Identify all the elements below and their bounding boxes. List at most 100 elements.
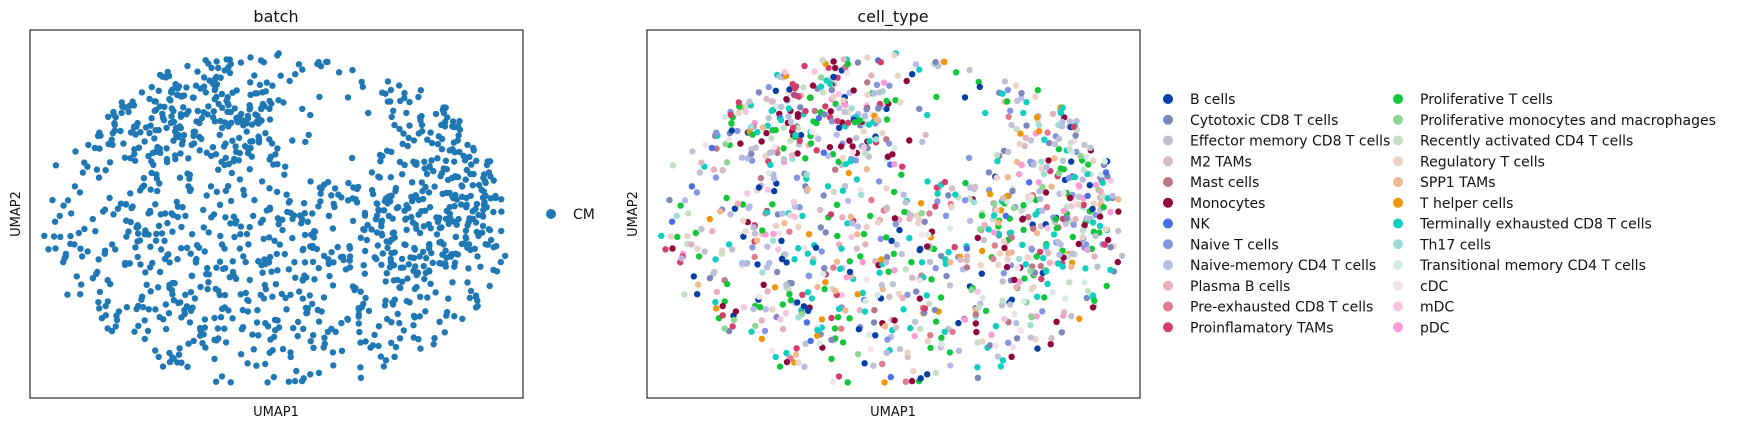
scatter-point-cm (376, 151, 384, 159)
scatter-point-cell-type (800, 303, 808, 310)
scatter-point-cm (308, 231, 315, 238)
scatter-point-cm (178, 314, 185, 321)
scatter-point-cm (161, 237, 168, 244)
scatter-point-cm (106, 194, 113, 202)
scatter-point-cell-type (1053, 224, 1061, 232)
scatter-point-cm (152, 237, 160, 244)
scatter-point-cm (255, 332, 262, 339)
scatter-point-cm (332, 328, 339, 335)
scatter-point-cell-type (1028, 193, 1035, 201)
scatter-point-cell-type (931, 306, 938, 314)
scatter-point-cm (317, 190, 324, 197)
scatter-point-cm (275, 221, 282, 228)
scatter-point-cell-type (750, 224, 757, 231)
scatter-point-cm (163, 145, 170, 152)
scatter-point-cm (433, 231, 441, 238)
scatter-point-cell-type (755, 184, 763, 191)
scatter-point-cm (388, 339, 395, 346)
scatter-point-cell-type (972, 183, 979, 191)
scatter-point-cm (52, 162, 60, 169)
scatter-point-cm (391, 121, 398, 129)
scatter-point-cm (272, 281, 280, 288)
scatter-point-cell-type (961, 94, 969, 101)
scatter-point-cell-type (1038, 158, 1045, 165)
scatter-point-cell-type (834, 314, 842, 321)
scatter-point-cm (291, 377, 299, 385)
scatter-point-cell-type (752, 144, 760, 151)
scatter-point-cell-type (1014, 264, 1021, 271)
scatter-point-cell-type (759, 269, 766, 276)
scatter-point-cm (138, 89, 146, 96)
scatter-point-cm (394, 276, 401, 284)
scatter-point-cell-type (1039, 183, 1046, 191)
scatter-point-cm (269, 82, 276, 89)
scatter-point-cell-type (755, 293, 763, 300)
scatter-point-cell-type (911, 332, 918, 340)
scatter-point-cell-type (1060, 189, 1067, 196)
scatter-point-cell-type (1049, 110, 1057, 118)
scatter-point-cell-type (828, 118, 836, 125)
scatter-point-cell-type (758, 335, 765, 343)
legend-marker-proinflamatory-tams (1163, 322, 1173, 333)
scatter-point-cm (166, 358, 174, 366)
scatter-point-cm (161, 103, 168, 111)
scatter-point-cm (309, 258, 317, 266)
scatter-point-cm (178, 93, 185, 100)
scatter-point-cm (473, 157, 480, 164)
scatter-point-cm (81, 225, 88, 233)
scatter-point-cell-type (1070, 123, 1077, 130)
scatter-point-cm (45, 246, 52, 253)
scatter-point-cell-type (1070, 221, 1077, 228)
scatter-point-cm (360, 262, 367, 269)
scatter-point-cm (387, 255, 394, 263)
scatter-point-cm (442, 263, 449, 270)
scatter-point-cell-type (1068, 313, 1075, 320)
scatter-point-cm (326, 272, 333, 280)
scatter-point-cell-type (791, 256, 798, 263)
legend-marker-terminally-exhausted-cd8-t-cells (1393, 218, 1403, 229)
scatter-point-cm (151, 107, 158, 115)
scatter-point-cell-type (1082, 265, 1089, 272)
scatter-point-cm (173, 198, 180, 206)
scatter-point-cell-type (841, 108, 848, 116)
scatter-point-cell-type (718, 250, 725, 257)
scatter-point-cell-type (999, 90, 1006, 97)
scatter-point-cm (175, 131, 182, 139)
scatter-point-cm (127, 190, 134, 197)
scatter-point-cell-type (886, 82, 893, 89)
scatter-point-cm (334, 243, 341, 251)
scatter-point-cm (236, 176, 244, 183)
scatter-point-cell-type (924, 371, 931, 378)
scatter-point-cm (174, 203, 182, 210)
scatter-point-cm (404, 142, 411, 150)
scatter-point-cell-type (863, 106, 870, 113)
scatter-point-cell-type (906, 234, 913, 242)
scatter-point-cm (419, 248, 427, 256)
legend-marker-cytotoxic-cd8-t-cells (1163, 114, 1173, 125)
scatter-point-cm (246, 166, 253, 173)
scatter-point-cm (467, 287, 475, 295)
scatter-point-cell-type (1068, 203, 1075, 210)
scatter-point-cell-type (977, 262, 984, 269)
scatter-point-cm (271, 237, 278, 244)
scatter-point-cm (230, 158, 237, 165)
scatter-point-cm (218, 305, 226, 313)
scatter-point-cell-type (775, 246, 782, 253)
scatter-point-cell-type (788, 152, 796, 159)
scatter-point-cell-type (811, 68, 818, 75)
scatter-point-cm (114, 205, 122, 212)
scatter-point-cm (420, 262, 427, 270)
scatter-point-cell-type (1068, 263, 1075, 270)
scatter-point-cm (294, 332, 301, 340)
scatter-point-cm (213, 264, 220, 271)
scatter-point-cm (237, 291, 244, 298)
scatter-point-cell-type (1068, 158, 1075, 165)
scatter-point-cm (387, 86, 395, 94)
scatter-point-cell-type (756, 304, 764, 311)
scatter-point-cm (136, 237, 144, 244)
scatter-point-cm (121, 154, 129, 161)
scatter-point-cell-type (878, 281, 885, 289)
scatter-point-cell-type (1037, 223, 1045, 230)
scatter-point-cm (464, 279, 471, 286)
